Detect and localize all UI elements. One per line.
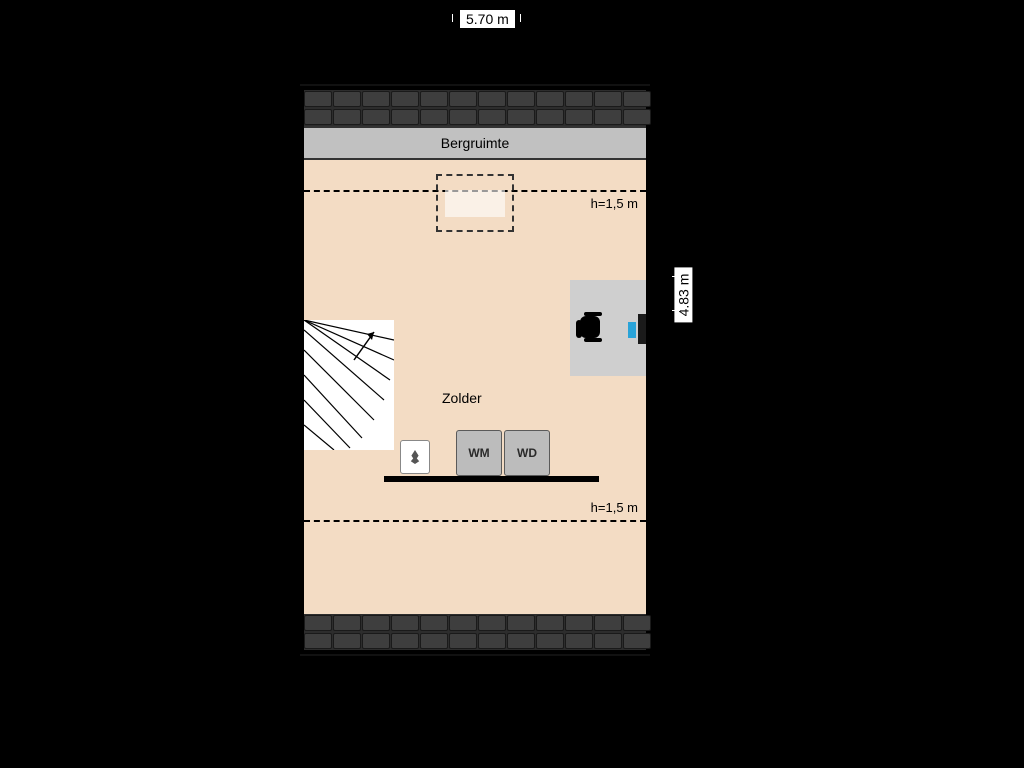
dimension-height-label: 4.83 m [674, 268, 692, 323]
appliance-washer: WM [456, 430, 502, 476]
counter-top [384, 476, 599, 482]
appliance-washer-label: WM [468, 446, 489, 460]
outer-wall-line-top [300, 84, 650, 86]
office-chair-icon [574, 310, 606, 344]
dim-tick [452, 14, 453, 22]
dimension-width-label: 5.70 m [460, 10, 515, 28]
room-storage-label: Bergruimte [441, 135, 509, 151]
flame-icon [409, 450, 421, 464]
floor-plan-stage: 5.70 m 4.83 m Bergruimte h=1,5 m [0, 0, 1024, 768]
outer-wall-line-bottom [300, 654, 650, 656]
room-storage: Bergruimte [304, 126, 646, 160]
height-label-lower: h=1,5 m [591, 500, 638, 515]
floor-plan: Bergruimte h=1,5 m [304, 90, 646, 650]
desk-icon [616, 306, 646, 352]
dim-tick [520, 14, 521, 22]
height-label-upper: h=1,5 m [591, 196, 638, 211]
appliance-dryer: WD [504, 430, 550, 476]
monitor-icon [638, 314, 646, 344]
staircase-icon [304, 320, 394, 450]
height-line-lower [304, 520, 646, 522]
attic-hatch [436, 174, 514, 232]
roof-bottom [304, 614, 646, 650]
room-attic-label: Zolder [442, 390, 482, 406]
dim-tick [672, 310, 680, 311]
attic-hatch-flap [445, 190, 504, 217]
keyboard-icon [628, 322, 636, 338]
staircase [304, 320, 394, 450]
boiler-icon [400, 440, 430, 474]
room-attic-floor: h=1,5 m [304, 160, 646, 614]
roof-top [304, 90, 646, 126]
appliance-dryer-label: WD [517, 446, 537, 460]
